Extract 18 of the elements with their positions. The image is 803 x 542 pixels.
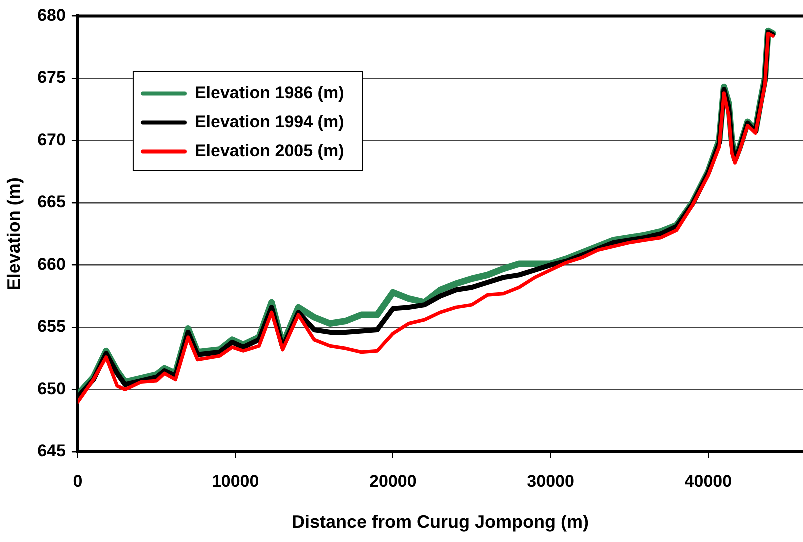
y-tick-label: 660 [38, 254, 66, 274]
legend-label: Elevation 2005 (m) [194, 141, 344, 160]
x-tick-label: 10000 [212, 472, 260, 491]
legend-label: Elevation 1994 (m) [194, 112, 344, 132]
legend-label: Elevation 1986 (m) [194, 83, 344, 102]
y-tick-label: 655 [38, 317, 66, 336]
y-tick-label: 645 [38, 442, 66, 461]
x-tick-label: 20000 [370, 472, 417, 491]
y-axis-title: Elevation (m) [4, 178, 24, 291]
y-tick-label: 670 [38, 130, 66, 150]
x-tick-label: 30000 [527, 472, 574, 491]
y-tick-label: 675 [38, 68, 66, 88]
x-tick-label: 0 [73, 472, 83, 491]
y-tick-label: 680 [38, 6, 66, 25]
y-tick-label: 650 [38, 379, 66, 398]
y-tick-label: 665 [38, 192, 66, 212]
x-tick-label: 40000 [684, 472, 732, 491]
x-axis-title: Distance from Curug Jompong (m) [292, 512, 589, 532]
